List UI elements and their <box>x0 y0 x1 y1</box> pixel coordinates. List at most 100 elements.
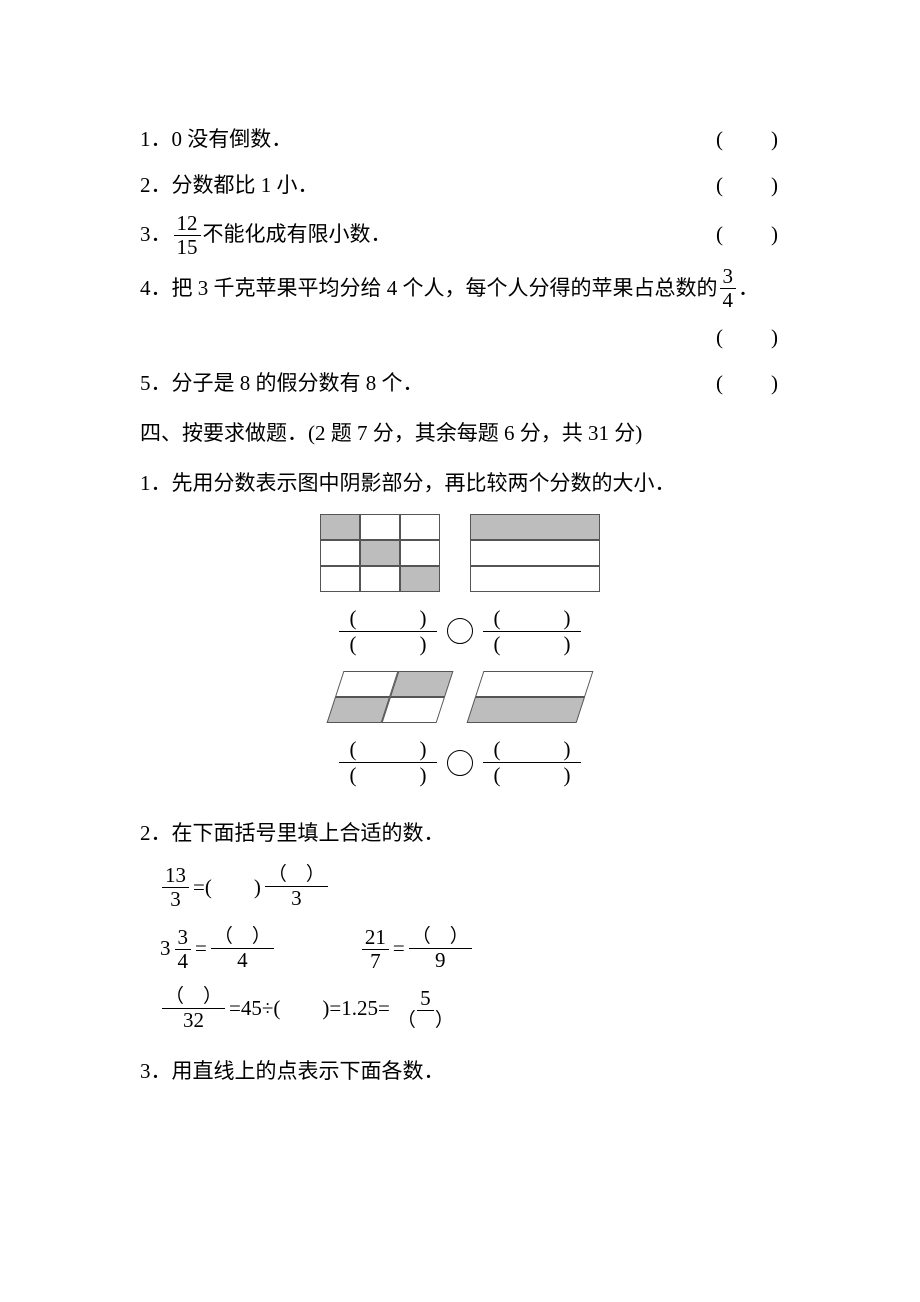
cell <box>475 671 593 697</box>
q4-answer-slot: ( ) <box>716 318 780 358</box>
q3-frac-den: 15 <box>174 236 201 259</box>
figure-row-1 <box>320 514 600 592</box>
blank-den: ( ) <box>339 632 437 657</box>
blank-fraction-right: ( ) ( ) <box>483 737 581 788</box>
cell <box>320 514 360 540</box>
q3-answer-slot: ( ) <box>716 215 780 255</box>
blank-num: ( ) <box>339 737 437 763</box>
blank-fraction-right: ( ) ( ) <box>483 606 581 657</box>
cell <box>400 514 440 540</box>
q2-answer-slot: ( ) <box>716 166 780 206</box>
q4-fraction: 3 4 <box>720 265 737 312</box>
q3-tail: 不能化成有限小数． <box>203 215 392 255</box>
compare-circle <box>447 618 473 644</box>
cell <box>327 697 390 723</box>
question-5: 5． 分子是 8 的假分数有 8 个． ( ) <box>140 364 780 404</box>
q5-answer-slot: ( ) <box>716 364 780 404</box>
q4-text: 4． 把 3 千克苹果平均分给 4 个人，每个人分得的苹果占总数的 3 4 ． <box>140 265 759 312</box>
den: 3 <box>167 888 184 911</box>
eq-c-eq: = <box>393 929 405 969</box>
cell <box>470 514 600 540</box>
cell <box>335 671 398 697</box>
blank-den: ( ) <box>339 763 437 788</box>
blank-num: ( ) <box>483 737 581 763</box>
num: 3 <box>175 926 192 950</box>
problem-1-title: 1．先用分数表示图中阴影部分，再比较两个分数的大小． <box>140 464 780 504</box>
blank-fraction-left: ( ) ( ) <box>339 606 437 657</box>
q3-num: 3． <box>140 215 172 255</box>
num: （ ） <box>409 927 472 949</box>
cell <box>320 566 360 592</box>
q2-text: 2． 分数都比 1 小． <box>140 166 319 206</box>
equations-block: 13 3 =( ) （ ） 3 3 3 4 = （ ） 4 21 <box>160 864 780 1031</box>
q1-text: 1． 0 没有倒数． <box>140 120 292 160</box>
den: 9 <box>432 949 449 972</box>
blank-den: ( ) <box>483 763 581 788</box>
cell <box>467 697 585 723</box>
cell <box>360 514 400 540</box>
eq-b-eq: = <box>195 929 207 969</box>
eq-b-left: 3 4 <box>175 926 192 973</box>
fraction-compare-2: ( ) ( ) ( ) ( ) <box>339 737 581 788</box>
num: （ ） <box>162 987 225 1009</box>
figure-row-2 <box>335 671 585 723</box>
eq-a-mid: =( ) <box>193 868 261 908</box>
den: （ ） <box>394 1011 457 1032</box>
den: 3 <box>288 887 305 910</box>
eq-b-whole: 3 <box>160 929 171 969</box>
question-1: 1． 0 没有倒数． ( ) <box>140 120 780 160</box>
parallelogram-left <box>327 671 454 723</box>
eq-a-left: 13 3 <box>162 864 189 911</box>
compare-circle <box>447 750 473 776</box>
num: 21 <box>362 926 389 950</box>
q2-body: 分数都比 1 小． <box>172 166 319 206</box>
figure-block-1: ( ) ( ) ( ) ( ) <box>140 514 780 789</box>
cell <box>470 566 600 592</box>
section-4-title: 四、按要求做题．(2 题 7 分，其余每题 6 分，共 31 分) <box>140 414 780 454</box>
parallelogram-right <box>467 671 594 723</box>
cell <box>390 671 453 697</box>
equation-d: （ ） 32 =45÷( )=1.25= 5 （ ） <box>160 987 780 1032</box>
problem-2-title: 2．在下面括号里填上合适的数． <box>140 814 780 854</box>
cell <box>470 540 600 566</box>
grid-3x3 <box>320 514 440 592</box>
q1-answer-slot: ( ) <box>716 120 780 160</box>
fraction-compare-1: ( ) ( ) ( ) ( ) <box>339 606 581 657</box>
q4-body: 把 3 千克苹果平均分给 4 个人，每个人分得的苹果占总数的 <box>172 269 718 309</box>
q1-body: 0 没有倒数． <box>172 120 293 160</box>
blank-den: ( ) <box>483 632 581 657</box>
q4-frac-num: 3 <box>720 265 737 289</box>
eq-d-right: 5 （ ） <box>394 987 457 1032</box>
cell <box>400 566 440 592</box>
q3-frac-num: 12 <box>174 212 201 236</box>
eq-c-left: 21 7 <box>362 926 389 973</box>
equation-a: 13 3 =( ) （ ） 3 <box>160 864 780 911</box>
q5-text: 5． 分子是 8 的假分数有 8 个． <box>140 364 424 404</box>
num: 13 <box>162 864 189 888</box>
q5-num: 5． <box>140 364 172 404</box>
blank-fraction-left: ( ) ( ) <box>339 737 437 788</box>
cell <box>400 540 440 566</box>
question-2: 2． 分数都比 1 小． ( ) <box>140 166 780 206</box>
blank-num: ( ) <box>339 606 437 632</box>
eq-a-right: （ ） 3 <box>265 865 328 910</box>
blank-num: ( ) <box>483 606 581 632</box>
q1-num: 1． <box>140 120 172 160</box>
num: （ ） <box>211 927 274 949</box>
q5-body: 分子是 8 的假分数有 8 个． <box>172 364 424 404</box>
den: 7 <box>367 950 384 973</box>
eq-d-left: （ ） 32 <box>162 987 225 1032</box>
cell <box>320 540 360 566</box>
den: 4 <box>175 950 192 973</box>
rect-3rows <box>470 514 600 592</box>
equation-bc: 3 3 4 = （ ） 4 21 7 = （ ） 9 <box>160 926 780 973</box>
question-4: 4． 把 3 千克苹果平均分给 4 个人，每个人分得的苹果占总数的 3 4 ． … <box>140 265 780 358</box>
den: 32 <box>180 1009 207 1032</box>
eq-d-mid: =45÷( )=1.25= <box>229 989 390 1029</box>
q4-num: 4． <box>140 269 172 309</box>
q2-num: 2． <box>140 166 172 206</box>
q4-frac-den: 4 <box>720 289 737 312</box>
page-root: 1． 0 没有倒数． ( ) 2． 分数都比 1 小． ( ) 3． 12 15… <box>0 0 920 1302</box>
problem-3-title: 3．用直线上的点表示下面各数． <box>140 1052 780 1092</box>
eq-c-right: （ ） 9 <box>409 927 472 972</box>
